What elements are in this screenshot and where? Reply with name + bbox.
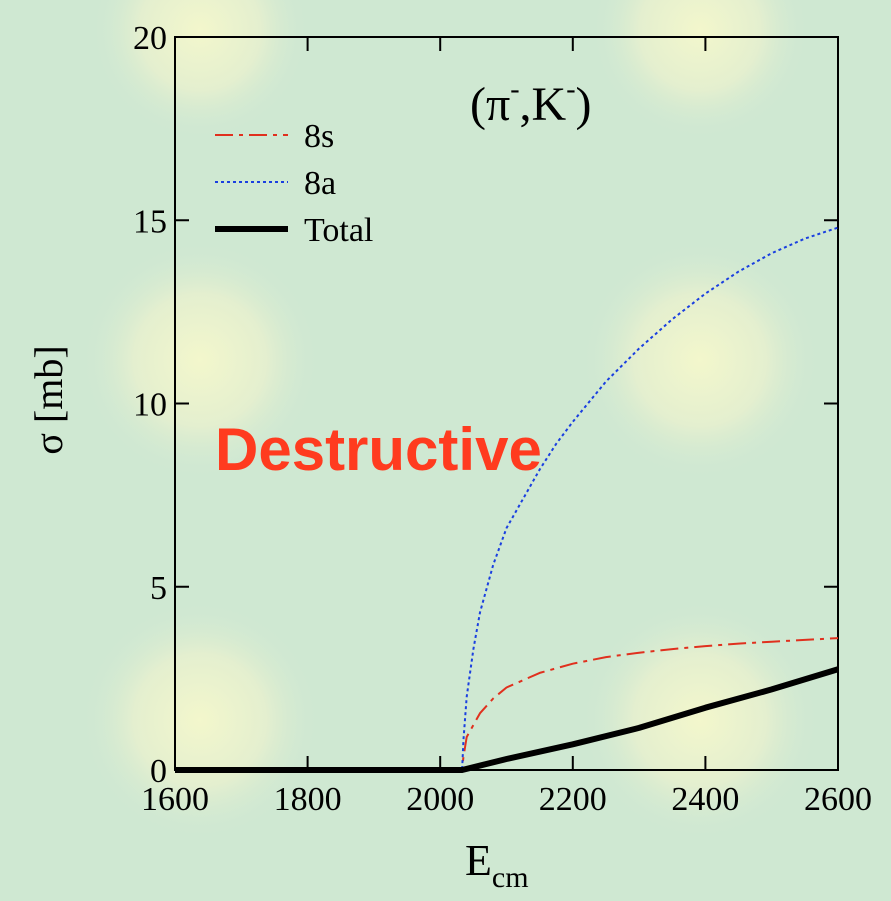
y-axis-label: σ [mb] [26, 345, 71, 454]
legend-label-8s: 8s [304, 118, 334, 155]
x-tick-label: 1800 [274, 781, 342, 818]
x-axis-label: Ecm [465, 836, 529, 894]
x-tick-label: 1600 [141, 781, 209, 818]
legend-label-total: Total [304, 212, 373, 249]
legend-label-8a: 8a [304, 165, 336, 202]
series-total-line [175, 666, 839, 773]
y-tick-label: 10 [133, 387, 167, 424]
x-tick-label: 2000 [406, 781, 474, 818]
y-tick-label: 15 [133, 203, 167, 240]
series-8s-line [175, 637, 839, 771]
destructive-annotation: Destructive [215, 416, 542, 483]
x-tick-label: 2400 [671, 781, 739, 818]
series-8a-line [175, 226, 839, 771]
y-tick-label: 0 [150, 753, 167, 790]
y-tick-label: 20 [133, 20, 167, 57]
plot-frame [174, 36, 839, 771]
x-tick-label: 2600 [804, 781, 872, 818]
x-tick-label: 2200 [539, 781, 607, 818]
y-tick-label: 5 [150, 570, 167, 607]
reaction-label: (π-,K-) [470, 74, 592, 131]
